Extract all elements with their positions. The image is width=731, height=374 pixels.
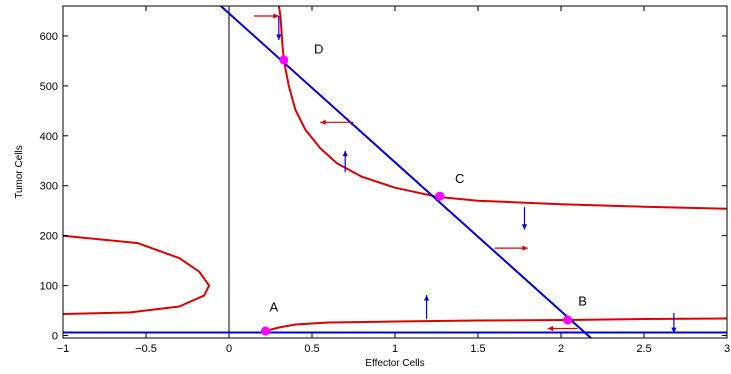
plot-area-frame xyxy=(62,5,728,339)
direction-arrow-4 xyxy=(342,150,348,173)
series-line-1 xyxy=(277,6,727,210)
x-tick-label: 0.5 xyxy=(304,343,319,355)
equilibrium-label-b: B xyxy=(578,294,587,309)
y-tick-label: 400 xyxy=(40,131,58,143)
series-line-2 xyxy=(63,234,211,315)
equilibrium-point-a xyxy=(261,326,271,336)
direction-arrow-5 xyxy=(521,207,528,230)
x-tick-label: 1 xyxy=(392,343,398,355)
equilibrium-label-a: A xyxy=(269,300,278,315)
equilibrium-point-b xyxy=(563,315,573,325)
x-tick-label: 1.5 xyxy=(470,343,485,355)
x-tick-label: 0 xyxy=(226,343,232,355)
x-tick-label: −0.5 xyxy=(135,343,157,355)
x-tick-label: 3 xyxy=(724,343,730,355)
x-tick-label: 2.5 xyxy=(636,343,651,355)
direction-arrow-2 xyxy=(276,15,282,40)
y-tick-label: 600 xyxy=(40,31,58,43)
direction-arrow-1 xyxy=(253,13,279,19)
y-tick-label: 500 xyxy=(40,81,58,93)
y-tick-label: 200 xyxy=(40,231,58,243)
direction-arrow-9 xyxy=(671,313,677,334)
equilibrium-point-c xyxy=(435,191,445,201)
y-tick-label: 0 xyxy=(52,331,58,343)
direction-arrow-6 xyxy=(494,245,528,251)
y-tick-label: 100 xyxy=(40,281,58,293)
direction-arrow-3 xyxy=(320,119,354,125)
equilibrium-label-d: D xyxy=(314,41,323,56)
y-tick-label: 300 xyxy=(40,181,58,193)
direction-arrow-8 xyxy=(547,325,578,332)
x-tick-label: −1 xyxy=(57,343,70,355)
x-axis-label: Effector Cells xyxy=(365,358,424,369)
series-line-3 xyxy=(265,317,727,332)
direction-arrow-7 xyxy=(423,295,430,320)
y-axis-label: Tumor Cells xyxy=(14,145,25,199)
equilibrium-point-d xyxy=(279,55,289,65)
series-line-4 xyxy=(219,6,592,338)
x-tick-label: 2 xyxy=(558,343,564,355)
equilibrium-label-c: C xyxy=(455,171,464,186)
